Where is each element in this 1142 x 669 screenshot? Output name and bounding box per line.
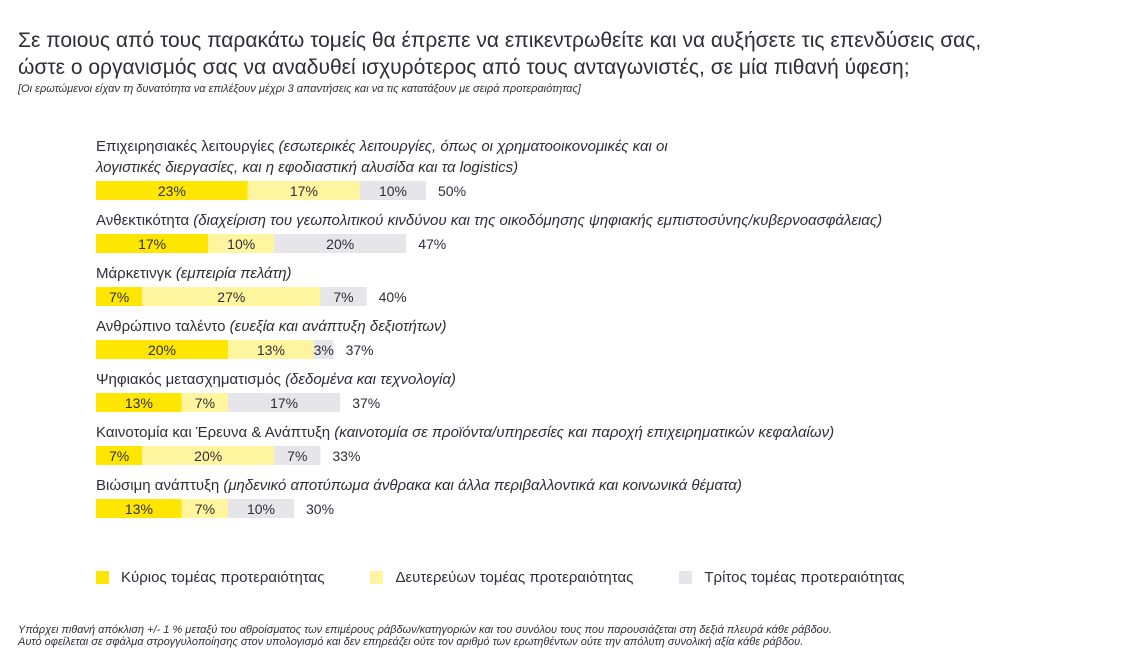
segment-value-label: 7%: [195, 501, 215, 517]
category-name: Ανθεκτικότητα: [96, 212, 193, 229]
category-description: (μηδενικό αποτύπωμα άνθρακα και άλλα περ…: [223, 477, 741, 494]
title-line-1: Σε ποιους από τους παρακάτω τομείς θα έπ…: [18, 29, 982, 52]
bar-group-6: Βιώσιμη ανάπτυξη (μηδενικό αποτύπωμα άνθ…: [96, 477, 742, 518]
segment-value-label: 13%: [125, 501, 153, 517]
bar-total-label: 50%: [438, 183, 466, 199]
chart-note: [Οι ερωτώμενοι είχαν τη δυνατότητα να επ…: [18, 83, 581, 95]
bar-segment-secondary: [228, 340, 314, 359]
footnote: Υπάρχει πιθανή απόκλιση +/- 1 % μεταξύ τ…: [18, 624, 832, 648]
bar-segment-primary: [96, 499, 182, 518]
legend-item-primary: Κύριος τομέας προτεραιότητας: [96, 569, 324, 586]
bar-total-label: 30%: [306, 501, 334, 517]
bar-total-label: 47%: [418, 236, 446, 252]
bar-segment-primary: [96, 234, 209, 253]
segment-value-label: 23%: [158, 183, 186, 199]
segment-value-label: 13%: [125, 395, 153, 411]
segment-value-label: 3%: [314, 342, 334, 358]
segment-value-label: 20%: [194, 448, 222, 464]
title-line-2: ώστε ο οργανισμός σας να αναδυθεί ισχυρό…: [18, 56, 910, 79]
category-name: Βιώσιμη ανάπτυξη: [96, 477, 223, 494]
legend-swatch-primary: [96, 570, 109, 584]
bar-segment-primary: [96, 340, 228, 359]
category-description: (εσωτερικές λειτουργίες, όπως οι χρηματο…: [279, 138, 669, 155]
bar-total-label: 33%: [332, 448, 360, 464]
footnote-line-1: Υπάρχει πιθανή απόκλιση +/- 1 % μεταξύ τ…: [18, 624, 832, 636]
bar-total-label: 37%: [352, 395, 380, 411]
category-label: Ανθεκτικότητα (διαχείριση του γεωπολιτικ…: [96, 212, 882, 229]
category-name: Καινοτομία και Έρευνα & Ανάπτυξη: [96, 424, 334, 441]
category-description: (διαχείριση του γεωπολιτικού κινδύνου κα…: [193, 212, 882, 229]
bar-segment-secondary: [142, 287, 321, 306]
bar-group-3: Ανθρώπινο ταλέντο (ευεξία και ανάπτυξη δ…: [96, 318, 446, 359]
chart-title: Σε ποιους από τους παρακάτω τομείς θα έπ…: [18, 27, 1128, 81]
bar-group-5: Καινοτομία και Έρευνα & Ανάπτυξη (καινοτ…: [96, 424, 834, 465]
bar-group-0: Επιχειρησιακές λειτουργίες (εσωτερικές λ…: [95, 138, 668, 200]
bar-segment-tertiary: [228, 393, 341, 412]
bar-segment-secondary: [208, 234, 275, 253]
segment-value-label: 27%: [217, 289, 245, 305]
segment-value-label: 17%: [290, 183, 318, 199]
bar-segment-primary: [96, 393, 182, 412]
category-label: Μάρκετινγκ (εμπειρία πελάτη): [96, 265, 292, 282]
bar-segment-primary: [96, 181, 248, 200]
legend-item-tertiary: Τρίτος τομέας προτεραιότητας: [679, 568, 905, 586]
segment-value-label: 17%: [138, 236, 166, 252]
category-label: Ανθρώπινο ταλέντο (ευεξία και ανάπτυξη δ…: [96, 318, 446, 335]
segment-value-label: 7%: [109, 448, 129, 464]
bar-segment-primary: [96, 446, 143, 465]
chart-legend: Κύριος τομέας προτεραιότητας Δευτερεύων …: [96, 567, 951, 587]
bar-segment-tertiary: [313, 340, 334, 359]
category-label: Επιχειρησιακές λειτουργίες (εσωτερικές λ…: [96, 138, 668, 155]
segment-value-label: 10%: [379, 183, 407, 199]
segment-value-label: 7%: [287, 448, 307, 464]
bar-total-label: 37%: [346, 342, 374, 358]
segment-value-label: 10%: [247, 501, 275, 517]
bar-segment-tertiary: [320, 287, 367, 306]
category-label: Ψηφιακός μετασχηματισμός (δεδομένα και τ…: [96, 371, 456, 388]
category-description: (ευεξία και ανάπτυξη δεξιοτήτων): [230, 318, 447, 335]
segment-value-label: 13%: [257, 342, 285, 358]
category-description: (καινοτομία σε προϊόντα/υπηρεσίες και πα…: [334, 424, 834, 441]
bar-segment-tertiary: [228, 499, 294, 518]
segment-value-label: 7%: [195, 395, 215, 411]
legend-label-tertiary: Τρίτος τομέας προτεραιότητας: [704, 568, 905, 586]
footnote-line-2: Αυτό οφείλεται σε σφάλμα στρογγυλοποίηση…: [18, 636, 804, 648]
segment-value-label: 7%: [333, 289, 353, 305]
bar-segment-primary: [96, 287, 143, 306]
bar-group-1: Ανθεκτικότητα (διαχείριση του γεωπολιτικ…: [96, 212, 882, 253]
legend-item-secondary: Δευτερεύων τομέας προτεραιότητας: [370, 569, 633, 586]
bar-total-label: 40%: [379, 289, 407, 305]
category-label: Βιώσιμη ανάπτυξη (μηδενικό αποτύπωμα άνθ…: [96, 477, 742, 494]
bar-group-4: Ψηφιακός μετασχηματισμός (δεδομένα και τ…: [96, 371, 456, 412]
segment-value-label: 17%: [270, 395, 298, 411]
bar-segment-tertiary: [274, 446, 321, 465]
bar-group-2: Μάρκετινγκ (εμπειρία πελάτη) 7% 27% 7% 40%: [96, 265, 407, 306]
bar-segment-secondary: [142, 446, 275, 465]
category-name: Ψηφιακός μετασχηματισμός: [96, 371, 285, 388]
bar-segment-secondary: [181, 393, 228, 412]
category-name: Επιχειρησιακές λειτουργίες: [96, 138, 279, 155]
category-description: (εμπειρία πελάτη): [176, 265, 292, 282]
segment-value-label: 7%: [109, 289, 129, 305]
legend-swatch-secondary: [370, 570, 384, 584]
category-label: λογιστικές διεργασίες, και η εφοδιαστική…: [95, 159, 518, 176]
segment-value-label: 20%: [148, 342, 176, 358]
bar-segment-tertiary: [274, 234, 407, 253]
category-name: Μάρκετινγκ: [96, 265, 176, 282]
category-description: (δεδομένα και τεχνολογία): [285, 371, 456, 388]
bar-segment-secondary: [247, 181, 360, 200]
category-description: λογιστικές διεργασίες, και η εφοδιαστική…: [95, 159, 518, 176]
segment-value-label: 10%: [227, 236, 255, 252]
legend-label-primary: Κύριος τομέας προτεραιότητας: [121, 568, 325, 586]
legend-label-secondary: Δευτερεύων τομέας προτεραιότητας: [395, 568, 634, 586]
segment-value-label: 20%: [326, 236, 354, 252]
category-name: Ανθρώπινο ταλέντο: [96, 318, 230, 335]
bar-segment-secondary: [181, 499, 228, 518]
category-label: Καινοτομία και Έρευνα & Ανάπτυξη (καινοτ…: [96, 424, 834, 441]
legend-swatch-tertiary: [679, 570, 693, 584]
bar-segment-tertiary: [360, 181, 426, 200]
